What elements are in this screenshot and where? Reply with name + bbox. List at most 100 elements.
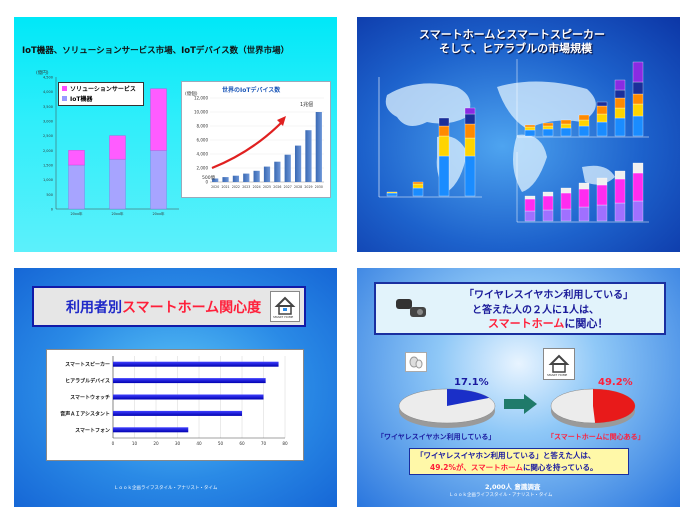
slide2-upper-bar: [596, 121, 608, 137]
slide2-lower-bar: [596, 204, 608, 222]
slide3-category-label: 音声ＡＩアシスタント: [60, 410, 110, 417]
slide2-lower-bar: [560, 208, 572, 222]
slide2-left-bar: [438, 125, 450, 137]
slide1-legend: ソリューションサービス IoT機器: [58, 82, 144, 106]
bar-iot-equipment: [109, 158, 126, 210]
inset-x-tick: 2025: [263, 185, 271, 189]
inset-bar: [243, 173, 250, 182]
slide2-upper-right-chart: [516, 59, 649, 138]
slide1-inset-chart: 世界のIoTデバイス数 (億個) 0 2,000 4,000 6,000 8,000 10…: [181, 81, 331, 198]
slide4-note-smarthome: スマートホーム: [470, 463, 523, 472]
slide4-survey: 2,000人 意識調査: [485, 483, 541, 491]
slide2-lower-bar: [560, 192, 572, 210]
inset-bar: [263, 166, 271, 182]
slide2-lower-bar: [614, 170, 626, 180]
inset-y-tick: 2,000: [197, 166, 209, 171]
inset-bar: [284, 154, 291, 182]
slide4-heading-box: 「ワイヤレスイヤホン利用している」 と答えた人の２人に1人は、 スマートホームに…: [374, 282, 666, 335]
inset-bar: [305, 130, 312, 182]
slide3-title-part1: 利用者別: [66, 300, 122, 316]
slide1-y-tick: 2,500: [43, 134, 53, 138]
slide3-x-tick: 10: [132, 441, 138, 446]
slide2-upper-bar: [632, 93, 644, 105]
slide2-lower-bar: [596, 177, 608, 186]
slide2-upper-bar: [632, 81, 644, 95]
slide2-upper-bar: [632, 61, 644, 83]
inset-x-tick: 2026: [273, 185, 281, 189]
slide2-upper-bar: [542, 122, 554, 127]
legend-swatch-iot: [62, 96, 67, 101]
bar-solution-service: [109, 135, 126, 160]
slide3-x-tick: 40: [196, 441, 202, 446]
slide2-left-bar: [464, 137, 476, 157]
slide2-left-bar: [464, 123, 476, 139]
slide2-upper-bar: [578, 125, 590, 137]
smart-home-icon: SMART HOME: [270, 291, 300, 322]
slide3-category-label: ヒアラブルデバイス: [65, 378, 110, 385]
slide2-lower-bar: [632, 172, 644, 202]
legend-label-iot: IoT機器: [70, 96, 93, 103]
slide1-x-tick: 20xx年: [111, 211, 124, 216]
slide2-left-bar: [412, 183, 424, 189]
slide3-category-label: スマートフォン: [75, 428, 110, 434]
slide3-footer: Ｌｏｏｋ企画ライフスタイル・アナリスト・タイム: [114, 486, 218, 491]
inset-x-tick: 2021: [221, 185, 229, 189]
slide2-upper-bar: [596, 113, 608, 123]
slide3-x-tick: 60: [239, 441, 245, 446]
inset-bar: [274, 161, 281, 182]
slide1-y-tick: 1,000: [43, 178, 53, 182]
slide2-upper-bar: [578, 114, 590, 121]
slide4-smart-home-icon-label: SMART HOME: [547, 373, 568, 377]
smart-home-icon-label: SMART HOME: [273, 315, 294, 319]
slide2-lower-bar: [542, 195, 554, 211]
slide2-lower-bar: [542, 191, 554, 197]
slide4-note-rest: に関心を持っている。: [522, 463, 598, 472]
pie-smart-home-interest: [550, 388, 636, 428]
inset-note-end: 1兆個: [300, 101, 313, 108]
slide2-title-line1: スマートホームとスマートスピーカー: [419, 28, 606, 41]
slide1-chart: 0 500 1,000 1,500 2,000 2,500 3,000 3,500 4,000 4…: [36, 69, 179, 216]
slide4-label-right: 「スマートホームに関心ある」: [547, 433, 645, 441]
slide2-upper-bar: [614, 79, 626, 91]
slide2-left-bar: [412, 181, 424, 185]
slide-user-interest: 利用者別 スマートホーム関心度 SMART HOME 0 10 20 30 40 50 60…: [14, 268, 337, 507]
slide2-lower-bar: [614, 202, 626, 222]
slide1-y-tick: 3,000: [43, 120, 53, 124]
bar-solution-service: [68, 150, 85, 166]
slide4-note-line1: 「ワイヤレスイヤホン利用している」と答えた人は、: [416, 451, 596, 460]
slide4-pct-right: 49.2%: [598, 377, 633, 388]
bar-iot-equipment: [68, 164, 85, 210]
slide3-title-part2: スマートホーム関心度: [122, 300, 262, 316]
slide2-upper-bar: [542, 125, 554, 130]
slide4-heading-line3: スマートホームに関心！: [488, 315, 608, 331]
slide2-upper-bar: [632, 103, 644, 117]
slide2-left-bar: [386, 192, 398, 197]
slide2-upper-bar: [524, 124, 536, 128]
slide4-heading-line1: 「ワイヤレスイヤホン利用している」: [464, 290, 634, 301]
slide3-bar: [113, 427, 189, 433]
inset-x-tick: 2030: [315, 185, 323, 189]
slide2-lower-bar: [578, 182, 590, 190]
slide4-pct-left: 17.1%: [454, 377, 489, 388]
inset-x-tick: 2024: [253, 185, 261, 189]
slide2-lower-bar: [524, 198, 536, 212]
pie-earphone-usage: [398, 388, 496, 428]
inset-unit: (億個): [185, 90, 198, 97]
slide3-x-tick: 30: [175, 441, 181, 446]
slide3-x-tick: 70: [261, 441, 267, 446]
slide2-upper-bar: [596, 101, 608, 107]
slide1-y-tick: 1,500: [43, 164, 53, 168]
slide2-upper-bar: [614, 89, 626, 99]
slide2-left-bar: [438, 155, 450, 197]
legend-swatch-solution: [62, 86, 67, 91]
slide1-axis-unit: (億円): [36, 69, 49, 76]
slide2-left-bar: [464, 107, 476, 115]
slide2-upper-bar: [596, 105, 608, 115]
slide1-x-tick: 20xx年: [152, 211, 165, 216]
slide2-graphics: [378, 59, 649, 223]
slide-smart-home-market: スマートホームとスマートスピーカー そして、ヒアラブルの市場規模: [357, 17, 680, 252]
slide3-x-tick: 50: [218, 441, 224, 446]
slide3-category-label: スマートウォッチ: [70, 394, 110, 401]
earphone-icon: [394, 293, 430, 323]
slide2-left-bar: [438, 135, 450, 157]
